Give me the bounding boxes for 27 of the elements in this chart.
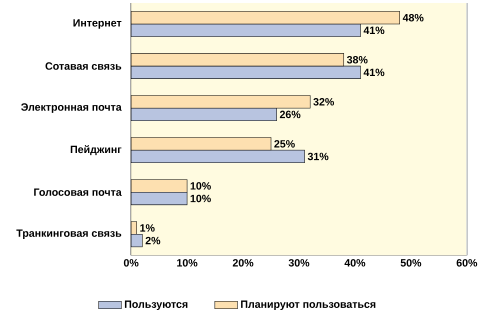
data-label: 32% [313,98,334,106]
data-label: 10% [190,182,211,190]
legend-label: Планируют пользоваться [241,300,376,310]
y-tick-label: Транкинговая связь [16,230,122,240]
data-label: 25% [274,140,295,148]
data-label: 1% [140,224,155,232]
data-label: 2% [146,236,160,244]
x-tick-label: 40% [344,259,366,267]
data-label: 10% [190,194,211,202]
x-tick-label: 60% [456,259,478,267]
legend-label: Пользуются [124,300,188,310]
x-tick-label: 50% [400,259,422,267]
y-tick-label: Сотавая связь [46,62,122,70]
y-tick-label: Электронная почта [21,103,122,114]
data-label: 41% [364,68,384,76]
data-label: 48% [402,14,424,22]
x-tick-label: 20% [232,259,254,267]
y-tick-label: Пейджинг [70,145,122,156]
y-tick-label: Интернет [73,19,122,29]
data-label: 31% [308,152,328,160]
data-label: 38% [346,56,368,64]
x-tick-label: 30% [288,259,310,267]
data-label: 26% [280,110,300,118]
y-tick-label: Голосовая почта [34,188,122,196]
data-label: 41% [364,26,384,34]
x-tick-label: 0% [124,259,138,267]
x-tick-label: 10% [177,259,198,267]
